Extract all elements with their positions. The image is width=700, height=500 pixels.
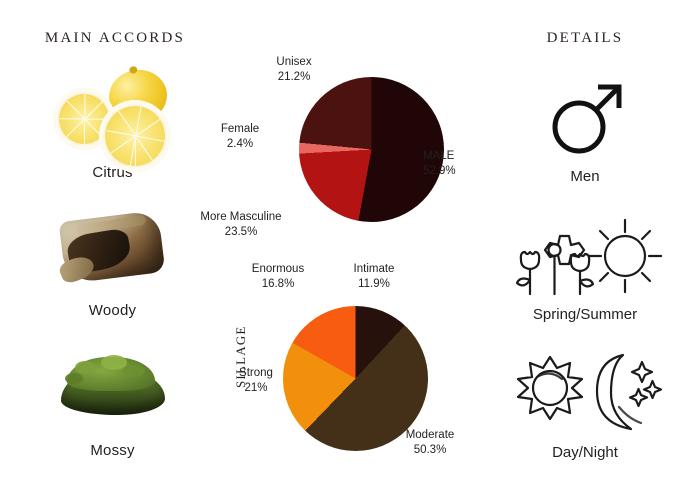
flowers-sun-icon <box>515 218 663 296</box>
pie-label-male: MALE 52.9% <box>423 150 456 178</box>
lemon-flesh <box>104 106 165 166</box>
lemon-photo <box>51 66 175 172</box>
detail-label-season: Spring/Summer <box>532 306 638 323</box>
gender-pie-graphic <box>299 77 444 222</box>
detail-item-season: Spring/Summer <box>470 210 700 323</box>
detail-label-daynight: Day/Night <box>552 444 618 461</box>
moss-tuft <box>74 361 95 374</box>
season-icon-wrap <box>470 210 700 302</box>
gender-pie-chart: Unisex 21.2% Female 2.4% More Masculine … <box>200 55 475 255</box>
bark-photo <box>56 206 168 290</box>
accord-label-citrus: Citrus <box>92 164 133 181</box>
sun-moon-icon <box>516 353 663 431</box>
detail-label-men: Men <box>570 168 600 185</box>
accord-item-citrus: Citrus <box>0 62 225 181</box>
men-icon-wrap <box>470 72 700 164</box>
sillage-pie-graphic <box>283 306 428 451</box>
pie-label-enormous: Enormous 16.8% <box>251 263 305 291</box>
pie-label-unisex: Unisex 21.2% <box>276 56 312 84</box>
pie-label-intimate: Intimate 11.9% <box>353 263 395 291</box>
pie-label-female: Female 2.4% <box>220 123 260 151</box>
accord-item-woody: Woody <box>0 200 225 319</box>
accord-item-mossy: Mossy <box>0 340 225 459</box>
pie-label-moderate: Moderate 50.3% <box>405 429 455 457</box>
main-accords-heading: MAIN ACCORDS <box>44 30 186 46</box>
lemon-half-front <box>98 100 171 172</box>
accord-label-woody: Woody <box>88 302 137 319</box>
pie-label-strong: Strong 21% <box>239 367 273 395</box>
moss-tuft <box>100 355 127 370</box>
detail-item-men: Men <box>470 72 700 185</box>
detail-item-daynight: Day/Night <box>470 348 700 461</box>
citrus-image-wrap <box>0 62 225 172</box>
sillage-pie-chart: SILLAGE Enormous 16.8% Intimate 11.9% St… <box>225 258 475 476</box>
moss-tuft <box>122 365 145 377</box>
accord-label-mossy: Mossy <box>90 442 135 459</box>
daynight-icon-wrap <box>470 348 700 440</box>
mossy-image-wrap <box>0 340 225 436</box>
pie-label-more-masculine: More Masculine 23.5% <box>200 211 282 239</box>
moss-tuft <box>64 373 83 384</box>
mars-symbol-icon <box>552 84 622 154</box>
details-heading: DETAILS <box>546 30 624 46</box>
moss-photo <box>55 349 171 427</box>
